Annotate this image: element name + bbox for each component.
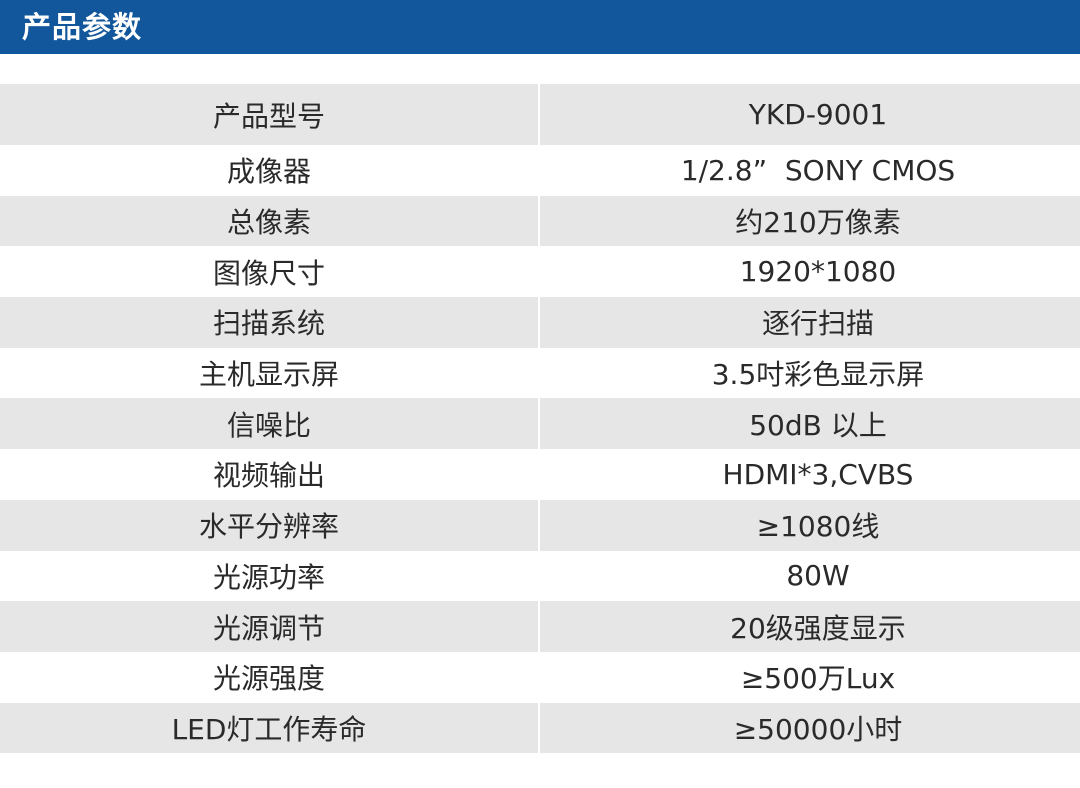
spec-value: 逐行扫描: [539, 297, 1080, 348]
table-row: 水平分辨率 ≥1080线: [0, 499, 1080, 551]
spec-label: 图像尺寸: [0, 246, 540, 298]
spec-label: 水平分辨率: [0, 499, 540, 551]
spec-label: 光源功率: [0, 550, 540, 602]
table-row: 产品型号 YKD-9001: [0, 84, 1080, 145]
spec-value: YKD-9001: [539, 84, 1080, 145]
spec-value: 约210万像素: [539, 195, 1080, 247]
table-row: 视频输出 HDMI*3,CVBS: [0, 449, 1080, 500]
spec-value: ≥500万Lux: [539, 651, 1080, 703]
spec-value: ≥50000小时: [539, 702, 1080, 754]
table-row: 主机显示屏 3.5吋彩色显示屏: [0, 347, 1080, 399]
spec-label: 成像器: [0, 145, 540, 196]
spec-value: 50dB 以上: [539, 398, 1080, 450]
spec-value: 80W: [539, 550, 1080, 602]
table-row: 图像尺寸 1920*1080: [0, 246, 1080, 298]
spec-label: 光源强度: [0, 651, 540, 703]
table-row: 信噪比 50dB 以上: [0, 398, 1080, 450]
table-row: LED灯工作寿命 ≥50000小时: [0, 702, 1080, 754]
table-row: 成像器 1/2.8” SONY CMOS: [0, 145, 1080, 196]
spec-value: 20级强度显示: [539, 601, 1080, 652]
page-title: 产品参数: [22, 10, 143, 44]
spec-label: 视频输出: [0, 449, 540, 500]
spec-label: 信噪比: [0, 398, 540, 450]
table-row: 光源强度 ≥500万Lux: [0, 651, 1080, 703]
spec-label: 产品型号: [0, 84, 540, 145]
spec-value: HDMI*3,CVBS: [539, 449, 1080, 500]
spec-value: 3.5吋彩色显示屏: [539, 347, 1080, 399]
spec-label: 总像素: [0, 195, 540, 247]
table-row: 总像素 约210万像素: [0, 195, 1080, 247]
spec-label: 主机显示屏: [0, 347, 540, 399]
spec-value: 1920*1080: [539, 246, 1080, 298]
spec-table: 产品型号 YKD-9001 成像器 1/2.8” SONY CMOS 总像素 约…: [0, 84, 1080, 754]
table-row: 光源功率 80W: [0, 550, 1080, 602]
header-bar: 产品参数: [0, 0, 1080, 54]
spec-value: ≥1080线: [539, 499, 1080, 551]
spec-value: 1/2.8” SONY CMOS: [539, 145, 1080, 196]
spec-label: 扫描系统: [0, 297, 540, 348]
table-row: 扫描系统 逐行扫描: [0, 297, 1080, 348]
spec-label: LED灯工作寿命: [0, 702, 540, 754]
spec-label: 光源调节: [0, 601, 540, 652]
table-row: 光源调节 20级强度显示: [0, 601, 1080, 652]
